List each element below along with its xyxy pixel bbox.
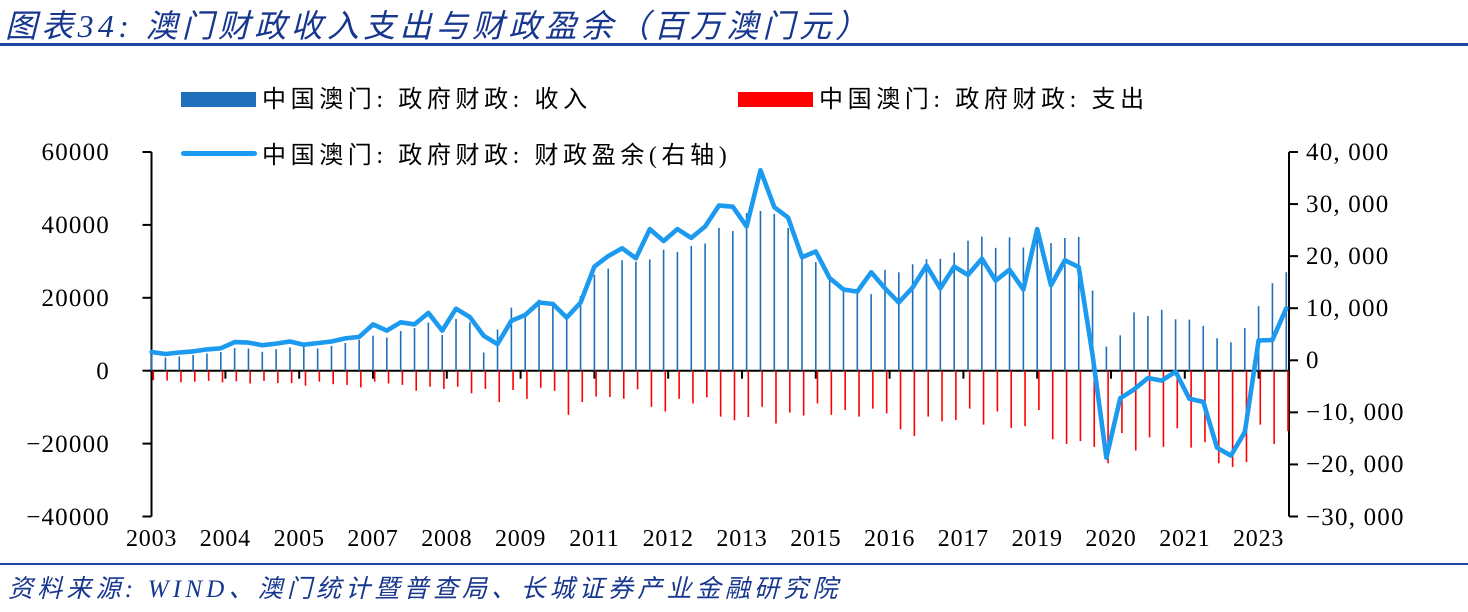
surplus-line [149, 167, 1289, 461]
title-rule [0, 43, 1468, 46]
y-axis-right-label: −20, 000 [1306, 451, 1405, 479]
x-axis-year-label: 2019 [1011, 526, 1063, 552]
y-axis-right-label: 10, 000 [1306, 295, 1390, 323]
y-axis-right-label: 40, 000 [1306, 139, 1390, 166]
x-axis-year-label: 2011 [569, 526, 620, 552]
x-axis-year-label: 2008 [421, 526, 473, 552]
x-axis-year-label: 2021 [1159, 526, 1211, 552]
x-axis-year-label: 2023 [1232, 526, 1285, 552]
y-axis-right-label: 20, 000 [1306, 243, 1390, 271]
source-note: 资料来源: WIND、澳门统计暨普查局、长城证券产业金融研究院 [8, 576, 842, 603]
legend-surplus-swatch [181, 151, 257, 156]
x-axis-year-label: 2005 [273, 526, 325, 552]
y-axis-left-label: 40000 [41, 211, 110, 239]
legend-expenditure-swatch [738, 92, 813, 107]
x-axis-year-label: 2020 [1085, 526, 1137, 552]
legend-revenue-label: 中国澳门: 政府财政: 收入 [262, 87, 592, 113]
x-axis-year-label: 2015 [790, 526, 842, 552]
y-axis-right-label: −30, 000 [1306, 503, 1405, 531]
y-axis-left-label: −40000 [26, 503, 110, 531]
y-axis-right-label: 30, 000 [1306, 191, 1390, 219]
y-axis-left-label: 60000 [41, 139, 110, 166]
footer-rule [0, 563, 1468, 565]
y-axis-right-label: 0 [1306, 347, 1320, 375]
x-axis-year-label: 2013 [716, 526, 768, 552]
legend-surplus-label: 中国澳门: 政府财政: 财政盈余(右轴) [262, 143, 732, 169]
y-axis-left-label: 20000 [41, 284, 110, 312]
y-axis-right-label: −10, 000 [1306, 399, 1405, 427]
x-axis-year-label: 2016 [863, 526, 916, 552]
x-axis-year-label: 2003 [125, 526, 178, 552]
figure-title: 图表34: 澳门财政收入支出与财政盈余（百万澳门元） [5, 8, 872, 44]
y-axis-left-label: 0 [96, 357, 110, 385]
x-axis-year-label: 2012 [642, 526, 694, 552]
legend-revenue-swatch [181, 92, 256, 107]
x-axis-year-label: 2007 [347, 526, 399, 552]
y-axis-left-label: −20000 [26, 430, 110, 458]
x-axis-year-label: 2009 [494, 526, 547, 552]
legend-expenditure-label: 中国澳门: 政府财政: 支出 [819, 87, 1149, 113]
x-axis-year-label: 2017 [937, 526, 989, 552]
x-axis-year-label: 2004 [199, 526, 251, 552]
